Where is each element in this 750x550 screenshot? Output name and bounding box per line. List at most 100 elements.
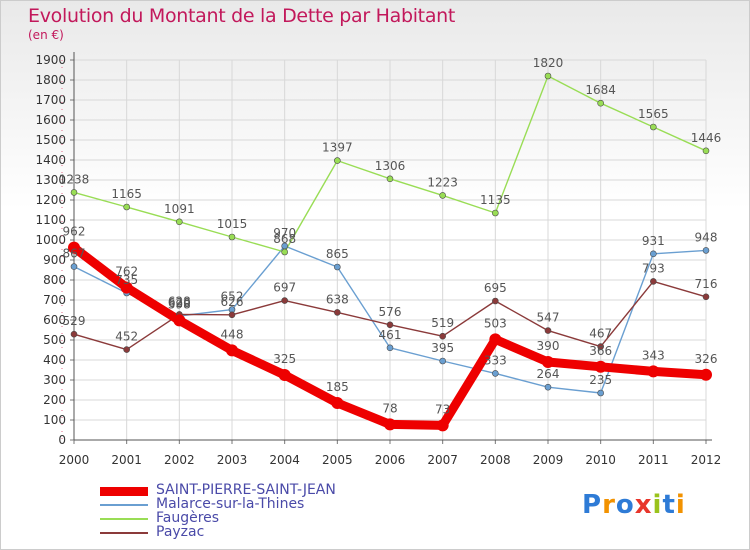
data-point bbox=[544, 327, 552, 334]
data-label: 1397 bbox=[322, 141, 353, 155]
data-label: 576 bbox=[379, 305, 402, 319]
data-label: 185 bbox=[326, 380, 349, 394]
x-tick-label: 2012 bbox=[691, 453, 722, 467]
data-label: 948 bbox=[695, 230, 718, 244]
data-label: 638 bbox=[326, 292, 349, 306]
axes: 0 100 200 300 400 500 600 700 800 900 1000 1100 1200… bbox=[35, 52, 721, 467]
data-label: 325 bbox=[273, 352, 296, 366]
data-point bbox=[331, 397, 344, 409]
x-tick-label: 2001 bbox=[111, 453, 142, 467]
chart-unit: (en €) bbox=[28, 28, 64, 42]
data-labels: 962 762 598 448 325 185 78 73 503 390 366 343 326 867… bbox=[59, 56, 722, 416]
legend-swatch bbox=[100, 532, 148, 534]
data-point bbox=[702, 293, 710, 301]
data-point bbox=[176, 218, 183, 226]
data-point bbox=[439, 357, 446, 365]
y-tick-label: 100 bbox=[43, 413, 66, 427]
data-label: 695 bbox=[484, 281, 507, 295]
data-label: 1015 bbox=[217, 217, 248, 231]
x-tick-label: 2011 bbox=[638, 453, 669, 467]
legend-label: Malarce-sur-la-Thines bbox=[156, 496, 305, 512]
logo-letter: x bbox=[634, 490, 653, 520]
data-point bbox=[492, 370, 499, 377]
data-point bbox=[173, 314, 186, 327]
logo-letter: o bbox=[615, 490, 635, 520]
data-label: 1565 bbox=[638, 107, 669, 121]
data-point bbox=[386, 344, 394, 352]
legend-label: Payzac bbox=[156, 524, 205, 540]
legend-swatch bbox=[100, 518, 148, 520]
logo-letter: P bbox=[582, 490, 603, 520]
data-label: 333 bbox=[484, 353, 507, 367]
data-point bbox=[334, 263, 341, 271]
data-label: 547 bbox=[537, 311, 560, 325]
data-point bbox=[123, 346, 130, 353]
y-tick-label: 1800 bbox=[35, 73, 66, 87]
data-label: 467 bbox=[589, 327, 612, 341]
data-label: 1306 bbox=[375, 159, 406, 173]
data-label: 503 bbox=[484, 316, 507, 330]
data-point bbox=[386, 175, 394, 183]
data-point bbox=[650, 278, 657, 285]
data-point bbox=[123, 203, 130, 211]
data-label: 598 bbox=[168, 297, 191, 311]
data-point bbox=[489, 333, 502, 346]
logo-letter: r bbox=[602, 490, 616, 520]
data-point bbox=[278, 369, 291, 381]
y-tick-label: 0 bbox=[58, 433, 66, 447]
data-point bbox=[436, 419, 449, 432]
data-label: 448 bbox=[221, 327, 244, 341]
data-point bbox=[702, 247, 710, 254]
data-label: 1135 bbox=[480, 193, 511, 207]
data-label: 326 bbox=[695, 352, 718, 366]
data-point bbox=[650, 250, 657, 258]
chart-title: Evolution du Montant de la Dette par Hab… bbox=[28, 5, 456, 27]
data-label: 762 bbox=[115, 265, 138, 279]
data-point bbox=[594, 360, 607, 373]
data-label: 962 bbox=[63, 225, 86, 239]
data-point bbox=[647, 365, 660, 378]
data-label: 735 bbox=[115, 273, 138, 287]
data-label: 1165 bbox=[111, 187, 142, 201]
data-point bbox=[597, 389, 604, 397]
logo-letter: t bbox=[662, 490, 676, 520]
x-tick-label: 2005 bbox=[322, 453, 353, 467]
data-label: 628 bbox=[168, 294, 191, 308]
legend-swatch bbox=[100, 504, 148, 506]
data-point bbox=[120, 281, 133, 294]
data-label: 1820 bbox=[533, 56, 564, 70]
x-tick-label: 2002 bbox=[164, 453, 195, 467]
data-point bbox=[597, 343, 604, 350]
data-point bbox=[544, 383, 552, 391]
data-label: 73 bbox=[435, 402, 450, 416]
data-label: 264 bbox=[537, 367, 560, 381]
data-label: 395 bbox=[431, 341, 454, 355]
x-tick-label: 2010 bbox=[585, 453, 616, 467]
y-tick-label: 500 bbox=[43, 333, 66, 347]
line-chart: 0 100 200 300 400 500 600 700 800 900 1000 1100 1200… bbox=[35, 52, 722, 467]
data-label: 620 bbox=[168, 296, 191, 310]
data-label: 868 bbox=[273, 232, 296, 246]
data-point bbox=[700, 368, 712, 381]
logo-letter: i bbox=[652, 490, 663, 520]
x-tick-label: 2003 bbox=[217, 453, 248, 467]
y-tick-label: 900 bbox=[43, 253, 66, 267]
legend-label: Faugères bbox=[156, 510, 220, 526]
data-point bbox=[542, 356, 554, 368]
logo-letter: i bbox=[675, 490, 686, 520]
data-point bbox=[650, 123, 657, 131]
data-point bbox=[702, 147, 710, 155]
x-tick-label: 2008 bbox=[480, 453, 511, 467]
data-label: 452 bbox=[115, 330, 138, 344]
y-tick-label: 600 bbox=[43, 313, 66, 327]
data-label: 343 bbox=[642, 348, 665, 362]
data-point bbox=[386, 321, 394, 329]
data-label: 626 bbox=[221, 295, 244, 309]
y-tick-label: 1200 bbox=[35, 193, 66, 207]
data-label: 1446 bbox=[691, 131, 722, 145]
data-point bbox=[228, 233, 236, 241]
data-point bbox=[281, 297, 288, 304]
data-point bbox=[68, 241, 80, 254]
data-label: 867 bbox=[63, 247, 86, 261]
